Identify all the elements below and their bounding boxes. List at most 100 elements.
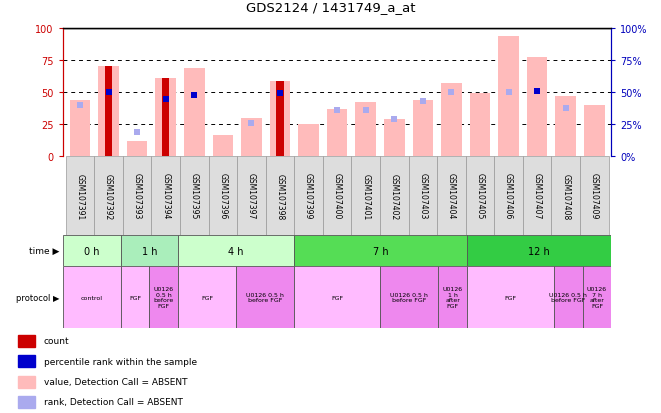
Bar [19,356,34,367]
Text: FGF: FGF [331,295,343,300]
Text: GSM107396: GSM107396 [218,173,227,219]
Text: time ▶: time ▶ [29,247,59,255]
Bar [127,142,147,157]
Text: U0126
1 h
after
FGF: U0126 1 h after FGF [443,286,463,309]
Text: GSM107406: GSM107406 [504,173,513,219]
Bar [554,266,582,328]
Bar [584,106,605,157]
Text: GSM107403: GSM107403 [418,173,427,219]
Text: FGF: FGF [201,295,214,300]
Text: GSM107391: GSM107391 [75,173,85,219]
Text: GSM107394: GSM107394 [161,173,170,219]
Bar [293,266,381,328]
Bar [327,109,348,157]
Bar [237,157,266,235]
Bar [470,94,490,157]
Text: U0126
0.5 h
before
FGF: U0126 0.5 h before FGF [154,286,174,309]
Bar [270,81,290,157]
Text: GSM107402: GSM107402 [390,173,399,219]
Bar [438,266,467,328]
Bar [63,266,120,328]
Bar [412,101,433,157]
Text: GSM107393: GSM107393 [133,173,141,219]
Bar [293,235,467,266]
Bar [294,157,323,235]
Text: 12 h: 12 h [528,246,550,256]
Bar [162,79,169,157]
Bar [98,67,119,157]
Bar [467,235,611,266]
Bar [95,157,123,235]
Bar [120,235,178,266]
Text: U0126
7 h
after
FGF: U0126 7 h after FGF [587,286,607,309]
Text: GSM107401: GSM107401 [361,173,370,219]
Bar [580,157,609,235]
Text: GSM107395: GSM107395 [190,173,199,219]
Text: 4 h: 4 h [228,246,244,256]
Text: GSM107408: GSM107408 [561,173,570,219]
Bar [467,266,554,328]
Bar [555,97,576,157]
Bar [105,67,112,157]
Bar [69,101,91,157]
Bar [155,79,176,157]
Bar [151,157,180,235]
Bar [63,235,120,266]
Bar [437,157,466,235]
Bar [19,376,34,387]
Bar [178,235,293,266]
Text: FGF: FGF [129,295,141,300]
Text: 7 h: 7 h [373,246,388,256]
Text: U0126 0.5 h
before FGF: U0126 0.5 h before FGF [391,292,428,303]
Bar [241,119,262,157]
Bar [213,135,233,157]
Text: rank, Detection Call = ABSENT: rank, Detection Call = ABSENT [44,397,182,406]
Bar [408,157,437,235]
Bar [178,266,236,328]
Bar [123,157,151,235]
Text: 1 h: 1 h [141,246,157,256]
Bar [19,335,34,347]
Bar [208,157,237,235]
Text: value, Detection Call = ABSENT: value, Detection Call = ABSENT [44,377,187,386]
Bar [494,157,523,235]
Text: GDS2124 / 1431749_a_at: GDS2124 / 1431749_a_at [246,2,415,14]
Text: GSM107392: GSM107392 [104,173,113,219]
Text: GSM107409: GSM107409 [590,173,599,219]
Bar [19,396,34,408]
Text: FGF: FGF [504,295,516,300]
Text: U0126 0.5 h
before FGF: U0126 0.5 h before FGF [549,292,587,303]
Bar [527,58,547,157]
Bar [380,157,408,235]
Text: GSM107397: GSM107397 [247,173,256,219]
Text: GSM107405: GSM107405 [475,173,485,219]
Bar [466,157,494,235]
Bar [356,103,376,157]
Text: control: control [81,295,102,300]
Bar [582,266,611,328]
Text: GSM107407: GSM107407 [533,173,541,219]
Bar [236,266,293,328]
Text: GSM107398: GSM107398 [276,173,284,219]
Bar [523,157,551,235]
Bar [498,37,519,157]
Text: GSM107399: GSM107399 [304,173,313,219]
Bar [266,157,294,235]
Bar [180,157,208,235]
Bar [65,157,95,235]
Text: GSM107404: GSM107404 [447,173,456,219]
Text: count: count [44,337,69,346]
Bar [384,120,405,157]
Bar [149,266,178,328]
Bar [551,157,580,235]
Bar [441,84,461,157]
Bar [184,69,204,157]
Bar [323,157,352,235]
Text: protocol ▶: protocol ▶ [16,293,59,302]
Bar [298,125,319,157]
Text: GSM107400: GSM107400 [332,173,342,219]
Text: U0126 0.5 h
before FGF: U0126 0.5 h before FGF [246,292,284,303]
Bar [276,81,284,157]
Bar [120,266,149,328]
Text: percentile rank within the sample: percentile rank within the sample [44,357,197,366]
